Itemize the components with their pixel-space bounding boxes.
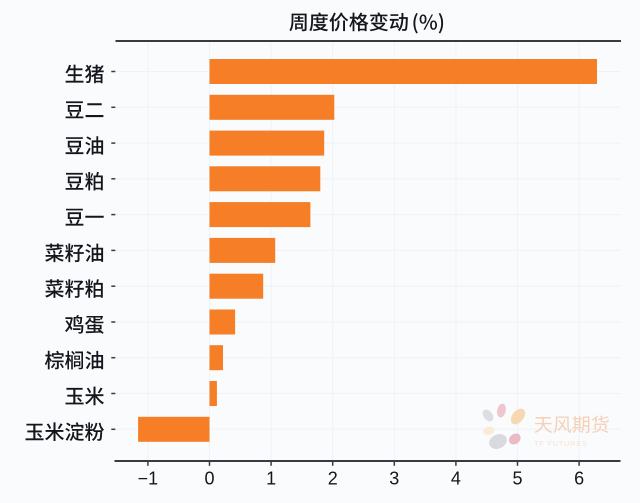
svg-text:4: 4 [451, 469, 461, 489]
svg-text:−1: −1 [138, 469, 159, 489]
svg-text:1: 1 [266, 469, 276, 489]
svg-text:2: 2 [328, 469, 338, 489]
svg-text:3: 3 [389, 469, 399, 489]
svg-text:5: 5 [512, 469, 522, 489]
svg-text:TF FUTURES: TF FUTURES [534, 439, 588, 448]
svg-text:6: 6 [574, 469, 584, 489]
svg-text:0: 0 [204, 469, 214, 489]
